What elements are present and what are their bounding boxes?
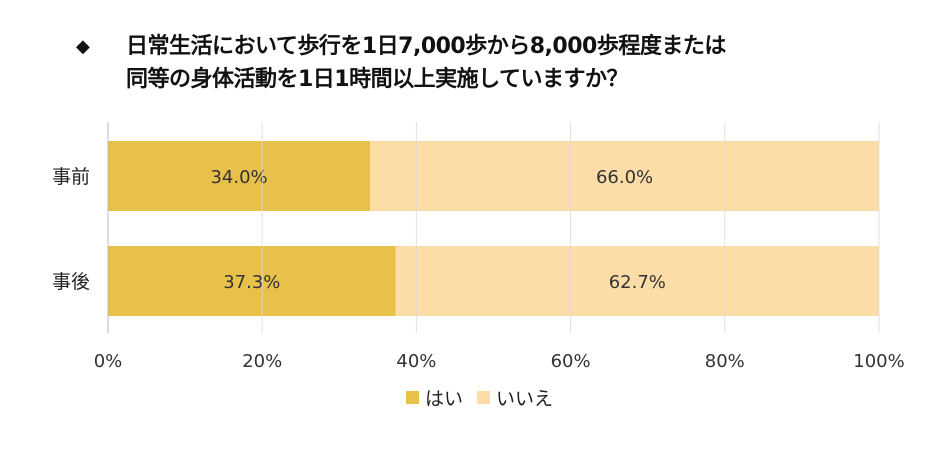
x-tick-label: 0%: [94, 351, 123, 372]
bar-segment: [370, 141, 879, 211]
x-tick-label: 100%: [853, 351, 904, 372]
bar-segment: [108, 246, 396, 316]
category-label: 事前: [52, 166, 90, 188]
data-label: 62.7%: [609, 272, 666, 293]
title-line-1: 日常生活において歩行を1日7,000歩から8,000歩程度または: [126, 34, 726, 59]
x-tick-label: 60%: [551, 351, 591, 372]
legend-swatch: [406, 391, 419, 404]
title-line-2: 同等の身体活動を1日1時間以上実施していますか？: [126, 67, 628, 92]
legend-swatch: [477, 391, 491, 404]
bar-segment: [395, 246, 879, 316]
category-label: 事後: [52, 271, 90, 293]
data-label: 66.0%: [596, 167, 653, 188]
bar-segment: [108, 141, 371, 211]
data-label: 37.3%: [223, 272, 280, 293]
x-tick-label: 80%: [705, 351, 745, 372]
data-label: 34.0%: [210, 167, 267, 188]
legend-label: いいえ: [496, 388, 553, 410]
x-tick-label: 40%: [396, 351, 436, 372]
x-tick-label: 20%: [242, 351, 282, 372]
diamond-bullet-icon: ◆: [76, 36, 90, 57]
legend-label: はい: [425, 388, 463, 410]
